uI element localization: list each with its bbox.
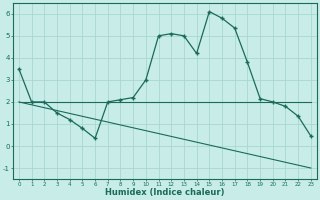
X-axis label: Humidex (Indice chaleur): Humidex (Indice chaleur): [105, 188, 225, 197]
